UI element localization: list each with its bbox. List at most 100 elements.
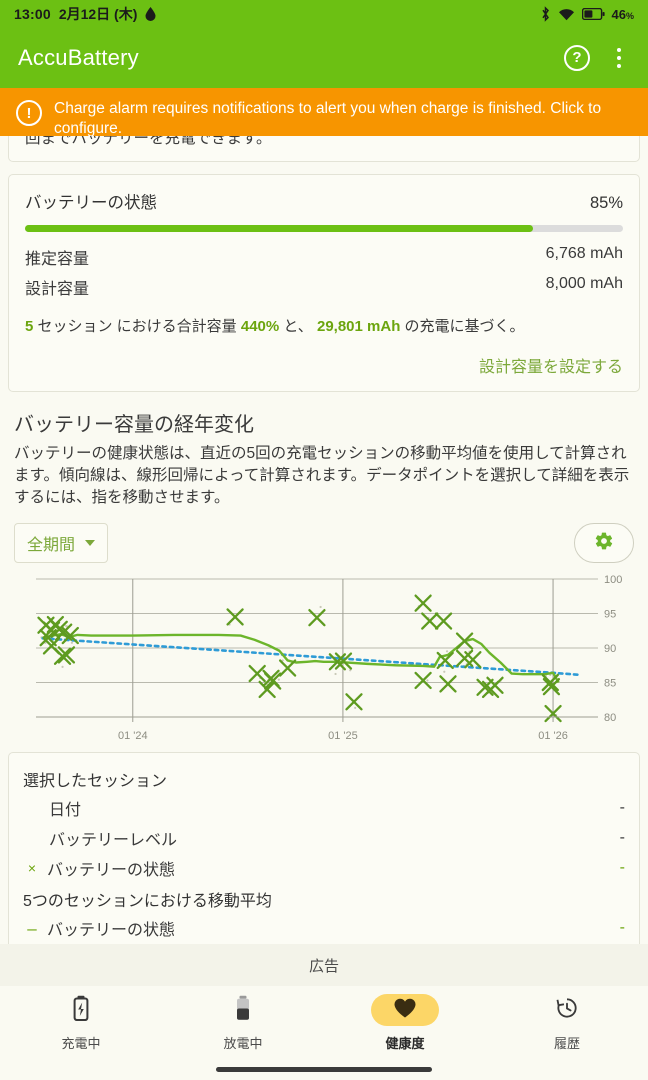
bluetooth-icon (540, 6, 551, 22)
alert-icon-glyph: ! (26, 104, 32, 122)
legend-row-left: – バッテリーの状態 (23, 916, 175, 940)
scroll-content[interactable]: 回までバッテリーを充電できます。 バッテリーの状態 85% 推定容量 6,768… (0, 136, 648, 944)
row-design-capacity: 設計容量 8,000 mAh (25, 272, 623, 302)
svg-text:85: 85 (604, 678, 616, 690)
status-time: 13:00 (14, 6, 51, 22)
status-bar-left: 13:00 2月12日 (木) (14, 4, 156, 24)
clipped-estimate-text: 回までバッテリーを充電できます。 (25, 136, 272, 147)
chart-controls: 全期間 (14, 523, 634, 563)
row-estimated-capacity: 推定容量 6,768 mAh (25, 242, 623, 272)
health-note-accent: 29,801 mAh (316, 318, 401, 335)
status-battery-percent: 46% (611, 6, 634, 22)
clipped-estimate-card: 回までバッテリーを充電できます。 (8, 136, 640, 162)
nav-pill-health (371, 994, 439, 1026)
nav-label-discharging: 放電中 (223, 1036, 263, 1051)
health-basis-note: 5 セッション における合計容量 440% と、 29,801 mAh の充電に… (25, 316, 623, 337)
alert-icon: ! (16, 100, 42, 126)
legend-row-label: バッテリーの状態 (47, 862, 176, 879)
legend-row-label: バッテリーレベル (49, 832, 178, 849)
battery-health-card: バッテリーの状態 85% 推定容量 6,768 mAh 設計容量 8,000 m… (8, 174, 640, 392)
legend-group-header: 選択したセッション (23, 773, 168, 790)
nav-item-history[interactable]: 履歴 (486, 994, 648, 1052)
legend-row: × バッテリーの状態 - (23, 853, 625, 883)
set-design-capacity-link[interactable]: 設計容量を設定する (478, 359, 623, 376)
selected-session-legend-card: 選択したセッション日付 - バッテリーレベル - × バッテリーの状態 - 5つのセッションに… (8, 752, 640, 944)
health-progress-bar (25, 225, 623, 232)
nav-label-health: 健康度 (385, 1036, 425, 1051)
chart-settings-button[interactable] (574, 523, 634, 563)
capacity-history-chart[interactable]: 80 85 90 95 100 01 '24 01 '25 01 '26 (14, 569, 634, 744)
history-icon (554, 995, 580, 1026)
legend-row: 日付 - (23, 793, 625, 823)
app-bar-actions: ? (564, 45, 630, 71)
legend-row: バッテリーレベル - (23, 823, 625, 853)
legend-marker-dash-icon: – (27, 918, 37, 938)
estimated-capacity-label: 推定容量 (25, 251, 90, 268)
capacity-history-section: バッテリー容量の経年変化 バッテリーの健康状態は、直近の5回の充電セッションの移… (0, 402, 648, 744)
help-icon[interactable]: ? (564, 45, 590, 71)
nav-pill-discharging (213, 994, 273, 1026)
design-capacity-value: 8,000 mAh (545, 275, 623, 292)
health-percent: 85% (589, 194, 623, 212)
gear-icon (594, 531, 614, 556)
help-icon-glyph: ? (572, 49, 582, 66)
nav-label-charging: 充電中 (61, 1036, 101, 1051)
ad-banner[interactable]: 広告 (0, 944, 648, 986)
nav-label-history: 履歴 (553, 1036, 580, 1051)
battery-charging-icon (73, 995, 89, 1026)
estimated-capacity-value: 6,768 mAh (545, 245, 623, 262)
nav-item-charging[interactable]: 充電中 (0, 994, 162, 1052)
legend-row-left: 日付 (49, 796, 81, 820)
nav-pill-charging (51, 994, 111, 1026)
health-note-accent: 5 (25, 318, 34, 335)
health-note-accent: 440% (240, 318, 280, 335)
app-title: AccuBattery (18, 45, 139, 70)
legend-marker-x-icon: × (27, 860, 37, 876)
home-indicator (216, 1067, 432, 1072)
status-date: 2月12日 (木) (58, 6, 138, 22)
alert-text: Charge alarm requires notifications to a… (54, 100, 602, 137)
range-dropdown-label: 全期間 (27, 537, 76, 554)
legend-row-left: × バッテリーの状態 (23, 856, 175, 880)
legend-row-value: - (619, 829, 625, 846)
health-note-text: セッション における合計容量 (33, 318, 241, 335)
svg-text:80: 80 (604, 712, 616, 724)
app-bar: AccuBattery ? (0, 28, 648, 88)
svg-text:95: 95 (604, 609, 616, 621)
legend-row-value: - (619, 919, 625, 936)
overflow-menu-icon[interactable] (608, 45, 630, 71)
nav-item-discharging[interactable]: 放電中 (162, 994, 324, 1052)
section-description: バッテリーの健康状態は、直近の5回の充電セッションの移動平均値を使用して計算され… (14, 445, 630, 506)
droplet-icon (145, 7, 156, 21)
health-note-text: と、 (279, 318, 317, 335)
health-title: バッテリーの状態 (25, 194, 157, 212)
health-header: バッテリーの状態 85% (25, 189, 623, 213)
legend-row-value: - (619, 859, 625, 876)
legend-row: – バッテリーの状態 - (23, 913, 625, 943)
design-capacity-label: 設計容量 (25, 281, 90, 298)
nav-pill-history (532, 994, 602, 1026)
legend-row-label: 日付 (49, 802, 82, 819)
svg-text:01 '25: 01 '25 (328, 730, 358, 742)
legend-row-label: バッテリーの状態 (47, 922, 176, 939)
svg-text:01 '26: 01 '26 (538, 730, 568, 742)
wifi-icon (558, 8, 575, 21)
ad-label: 広告 (308, 957, 339, 975)
bottom-navigation: 充電中 放電中 (0, 986, 648, 1080)
status-bar-right: 46% (540, 6, 634, 22)
legend-row-left: バッテリーレベル (49, 826, 177, 850)
nav-item-health[interactable]: 健康度 (324, 994, 486, 1052)
set-design-capacity-row: 設計容量を設定する (25, 353, 623, 377)
legend-group-header: 5つのセッションにおける移動平均 (23, 893, 272, 910)
health-progress-fill (25, 225, 534, 232)
status-bar: 13:00 2月12日 (木) 46% (0, 0, 648, 28)
svg-text:100: 100 (604, 574, 622, 586)
battery-icon (581, 8, 605, 20)
health-note-text: の充電に基づく。 (400, 318, 525, 335)
chevron-down-icon (85, 540, 96, 546)
legend-row-value: - (619, 799, 625, 816)
range-dropdown[interactable]: 全期間 (14, 523, 109, 563)
heart-icon (393, 997, 417, 1024)
section-title: バッテリー容量の経年変化 (14, 414, 254, 436)
